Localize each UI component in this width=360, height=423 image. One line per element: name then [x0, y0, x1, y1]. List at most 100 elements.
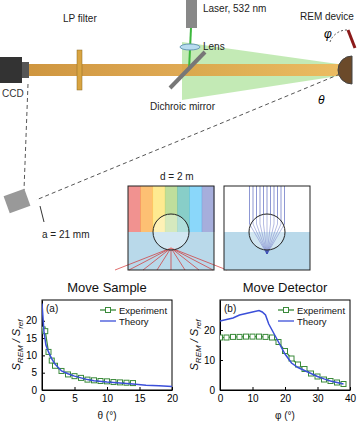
rem-device [338, 56, 352, 84]
y-tick-label: 10 [26, 350, 38, 361]
inset-sphere [153, 214, 189, 250]
setup-diagram: CCDLP filterLaser, 532 nmLensDichroic mi… [0, 0, 355, 270]
x-tick-label: 20 [280, 393, 292, 404]
legend-label: Theory [119, 316, 149, 327]
x-tick: 15 [134, 387, 146, 404]
x-tick: 5 [72, 387, 78, 404]
x-tick-mark [107, 387, 108, 390]
y-tick-mark [42, 373, 45, 374]
x-tick-label: 15 [134, 393, 146, 404]
legend-label: Experiment [119, 305, 167, 316]
x-tick: 10 [102, 387, 114, 404]
series-line [220, 337, 344, 384]
series-line [220, 311, 344, 385]
inset-ray [249, 186, 250, 224]
move-arrow [40, 206, 44, 222]
y-tick: 10 [26, 350, 45, 361]
legend-marker [106, 308, 111, 313]
x-axis-title: φ (°) [275, 410, 295, 421]
lens-label: Lens [203, 41, 225, 52]
y-axis-title: SREM / Sref [188, 319, 203, 371]
x-tick-label: 40 [345, 393, 357, 404]
chart-title: Move Sample [67, 280, 146, 295]
inset-band [189, 186, 202, 232]
x-tick-label: 20 [167, 393, 179, 404]
inset-ray [253, 186, 254, 224]
chart-title: Move Detector [243, 280, 328, 295]
y-tick-mark [42, 390, 45, 391]
series-marker [250, 334, 255, 339]
chart-panel: 01020304001020Move Detector(b)φ (°)SREM … [188, 280, 356, 421]
y-tick-mark [220, 360, 223, 361]
device-label: REM device [300, 11, 354, 22]
y-axis-title-part: ref [194, 319, 203, 329]
legend: ExperimentTheory [100, 305, 167, 327]
x-axis-line [43, 390, 173, 391]
x-tick: 20 [167, 387, 179, 404]
y-tick: 0 [209, 385, 223, 396]
y-tick-mark [220, 330, 223, 331]
plot-area [42, 303, 172, 386]
x-tick: 30 [312, 387, 324, 404]
y-axis-line [220, 301, 221, 391]
distance-label: d = 2 m [160, 171, 194, 182]
inset-ray [281, 186, 282, 224]
detector-offset-path [24, 84, 28, 190]
y-axis: 01020 [204, 301, 223, 396]
y-tick-mark [42, 355, 45, 356]
theta-label: θ [318, 93, 325, 107]
inset-rainbow [115, 186, 227, 270]
y-axis-title-part: / S [188, 328, 200, 345]
inset-focus [224, 186, 310, 270]
moved-detector [4, 189, 31, 213]
inset-ray [129, 248, 171, 270]
x-tick-label: 0 [218, 393, 224, 404]
inset-ray [157, 248, 171, 270]
inset-frame [224, 186, 310, 270]
laser-body [186, 0, 197, 28]
y-tick-label: 0 [31, 385, 37, 396]
chart-panel: 0510152005101520Move Sample(a)θ (°)SREM … [10, 280, 178, 421]
phi-label: φ [324, 27, 332, 41]
inset-band [140, 186, 153, 232]
phi-device [348, 30, 355, 48]
phi-arc [330, 30, 348, 42]
x-tick-label: 10 [247, 393, 259, 404]
plot-frame [220, 300, 350, 390]
inset-ray [171, 248, 213, 270]
y-axis-title-part: REM [194, 345, 203, 363]
plot-frame [42, 300, 172, 390]
panel-label: (a) [46, 303, 58, 314]
dichroic-mirror [170, 52, 205, 88]
x-axis: 0 10 20 30 40 [218, 387, 357, 404]
y-tick-label: 0 [209, 385, 215, 396]
x-tick-mark [350, 387, 351, 390]
y-tick: 5 [31, 367, 45, 378]
x-tick-mark [285, 387, 286, 390]
y-tick: 0 [31, 385, 45, 396]
inset-ray [171, 248, 172, 270]
inset-ray [284, 186, 285, 224]
x-tick: 20 [280, 387, 292, 404]
plot-area [220, 311, 346, 387]
legend-swatch [100, 320, 116, 321]
x-tick: 10 [247, 387, 259, 404]
x-tick-label: 5 [72, 393, 78, 404]
x-tick-label: 0 [40, 393, 46, 404]
series-line [43, 329, 133, 383]
series-marker [263, 334, 268, 339]
detector-path [36, 74, 340, 200]
y-axis-title-part: REM [16, 345, 25, 363]
x-axis-title: θ (°) [98, 410, 117, 421]
inset-frame [128, 186, 214, 270]
x-tick-mark [140, 387, 141, 390]
ccd-lens [22, 62, 29, 78]
ccd-body [0, 57, 22, 83]
series-marker [257, 334, 262, 339]
mirror-label: Dichroic mirror [150, 101, 216, 112]
y-axis-title: SREM / Sref [10, 319, 25, 371]
series-marker [220, 335, 223, 340]
offset-label: a = 21 mm [42, 229, 90, 240]
inset-ray [171, 248, 199, 270]
y-axis-title-part: / S [10, 328, 22, 345]
